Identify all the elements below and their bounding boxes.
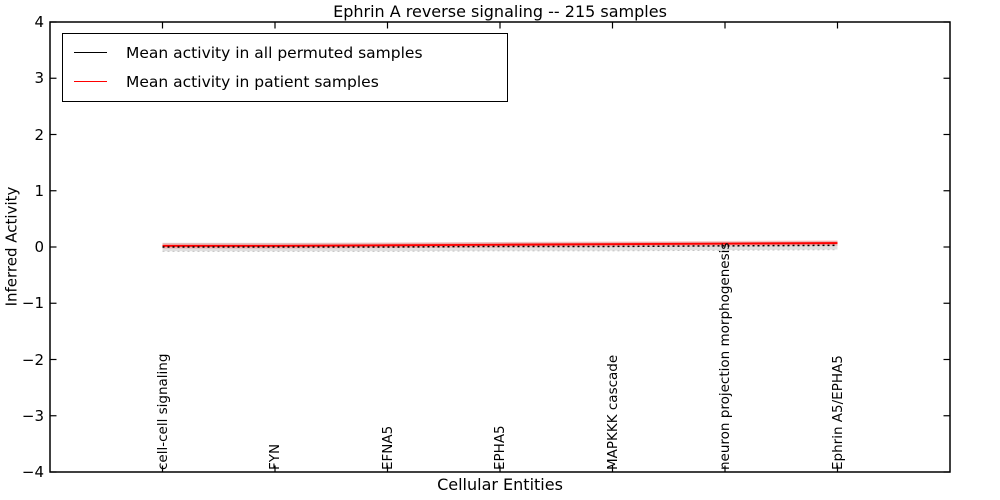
- patient-mean-line: [162, 242, 838, 247]
- x-axis-tick-label: Ephrin A5/EPHA5: [829, 355, 846, 470]
- y-axis-tick-label: 0: [34, 238, 44, 256]
- y-axis-tick-label: 4: [34, 13, 44, 31]
- legend-item-label: Mean activity in all permuted samples: [126, 43, 423, 62]
- x-axis-label: Cellular Entities: [437, 475, 563, 494]
- legend-line-sample: [74, 81, 107, 82]
- chart-title: Ephrin A reverse signaling -- 215 sample…: [333, 2, 667, 21]
- x-axis-tick-label: MAPKKK cascade: [604, 354, 621, 470]
- y-axis-tick-label: −4: [21, 463, 44, 481]
- y-axis-tick-label: 3: [34, 69, 44, 88]
- x-axis-tick-label: FYN: [267, 443, 283, 470]
- legend-item: Mean activity in patient samples: [63, 67, 507, 96]
- legend-line-sample: [74, 52, 107, 53]
- legend-item-label: Mean activity in patient samples: [126, 72, 379, 91]
- x-axis-tick-label: EPHA5: [492, 425, 508, 470]
- x-axis-tick-label: cell-cell signaling: [154, 353, 171, 470]
- legend-item: Mean activity in all permuted samples: [63, 38, 507, 67]
- legend: Mean activity in all permuted samples Mea…: [62, 33, 508, 102]
- y-axis-tick-label: −3: [21, 406, 44, 425]
- y-axis-tick-label: 1: [34, 181, 44, 200]
- y-axis-tick-label: −2: [21, 350, 44, 369]
- x-axis-tick-label: neuron projection morphogenesis: [717, 242, 733, 470]
- y-axis-tick-label: 2: [34, 125, 44, 144]
- y-axis-tick-label: −1: [21, 294, 44, 313]
- x-axis-tick-label: EFNA5: [379, 425, 396, 470]
